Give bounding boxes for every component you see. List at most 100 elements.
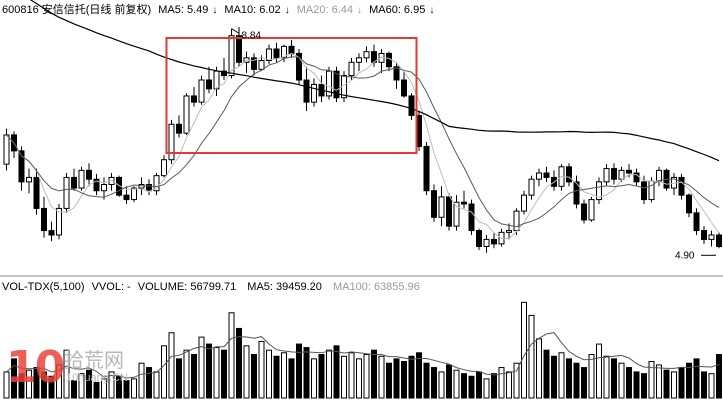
volume-bar [656, 364, 662, 399]
volume-bar [63, 349, 70, 399]
volume-bar [678, 367, 685, 399]
candle-up [56, 207, 62, 236]
candle-up [453, 201, 460, 227]
volume-bar [326, 349, 332, 399]
candle-up [603, 168, 610, 183]
vol-indicator-name: VOL-TDX(5,100) [2, 281, 85, 293]
candle-down [221, 70, 227, 77]
volume-bar [401, 360, 407, 399]
candle-down [476, 230, 482, 248]
volume-bar [483, 378, 490, 399]
candle-down [191, 95, 197, 103]
candle-down [716, 234, 722, 248]
volume-bar [333, 345, 340, 399]
candle-up [131, 187, 137, 201]
candle-down [468, 203, 475, 232]
volume-bar [41, 371, 47, 399]
volume-bar [266, 349, 272, 399]
volume-bar [168, 332, 175, 399]
candle-down [491, 238, 497, 245]
volume-bar [198, 336, 205, 399]
candle-down [33, 176, 40, 209]
ma10-value: MA10: 6.02 [224, 4, 281, 16]
candle-down [408, 95, 415, 116]
volume-bar [566, 358, 572, 399]
volume-bar [446, 364, 452, 399]
candle-up [3, 134, 10, 165]
volume-bar [416, 352, 422, 399]
candle-down [686, 194, 692, 214]
volume-bar [236, 327, 242, 399]
watermark-site: 10huang.CN [66, 372, 128, 384]
volume-bar [206, 343, 212, 399]
candle-down [701, 230, 707, 240]
candle-up [281, 45, 287, 59]
volume-bar [123, 380, 130, 399]
ma20-value: MA20: 6.44 [296, 4, 354, 16]
candles [3, 26, 722, 253]
volume-bar [153, 371, 160, 399]
candle-up [198, 79, 205, 103]
candle-down [41, 207, 47, 232]
candle-up [63, 176, 70, 209]
candle-up [708, 234, 715, 240]
volume-bar [543, 349, 550, 399]
volume-bar [558, 352, 565, 399]
volume-bar [431, 367, 437, 399]
candle-up [228, 35, 235, 77]
watermark-logo: 10 [6, 342, 65, 393]
candle-down [93, 178, 100, 192]
volume-bar [701, 371, 707, 399]
volume-bar [476, 371, 482, 399]
volume-bar [11, 358, 17, 399]
volume-bar [453, 369, 460, 399]
volume-bar [461, 373, 467, 399]
volume-bar [716, 354, 722, 399]
volume-bar [26, 369, 32, 399]
candle-down [288, 45, 295, 54]
volume-bar [93, 381, 100, 399]
volume-ma5-line [6, 332, 720, 379]
volume-bar [228, 312, 235, 399]
ma5-line [6, 52, 720, 239]
candle-up [161, 159, 167, 177]
candle-down [48, 230, 55, 236]
volume-bar [131, 378, 137, 399]
ma5-value: MA5: 5.49 [158, 4, 209, 16]
candle-down [566, 166, 572, 183]
volume-bar [521, 301, 527, 399]
volume-bar [408, 355, 415, 399]
volume-bar [393, 358, 400, 399]
volume-bar [551, 355, 557, 399]
low-price-label: 4.90 [675, 250, 695, 261]
volume-bar [86, 369, 92, 399]
candle-down [296, 52, 302, 81]
candle-up [153, 175, 160, 192]
candle-up [311, 83, 317, 103]
volume-bar [303, 347, 310, 399]
candle-down [446, 196, 452, 227]
candle-down [386, 52, 392, 68]
volume-bar [468, 375, 475, 399]
price-header: 600816 安信信托(日线 前复权) MA5: 5.49 ↓ MA10: 6.0… [2, 1, 438, 17]
volume-bar [686, 362, 692, 399]
candle-down [251, 57, 257, 70]
candle-down [626, 169, 632, 174]
candle-up [101, 184, 107, 192]
candle-down [18, 150, 25, 183]
volume-bar [626, 367, 632, 399]
volume-bar [663, 369, 670, 399]
candle-down [423, 145, 430, 192]
volume-bar [71, 380, 77, 399]
volume-bar [671, 371, 677, 399]
candle-down [176, 123, 182, 134]
volume-bar [273, 355, 280, 399]
volume-bar [581, 367, 587, 399]
volume-bar [386, 362, 392, 399]
ma10-line [6, 56, 720, 228]
volume-bar [573, 362, 580, 399]
candle-down [611, 168, 617, 180]
candle-up [656, 169, 662, 182]
candle-up [266, 48, 272, 62]
